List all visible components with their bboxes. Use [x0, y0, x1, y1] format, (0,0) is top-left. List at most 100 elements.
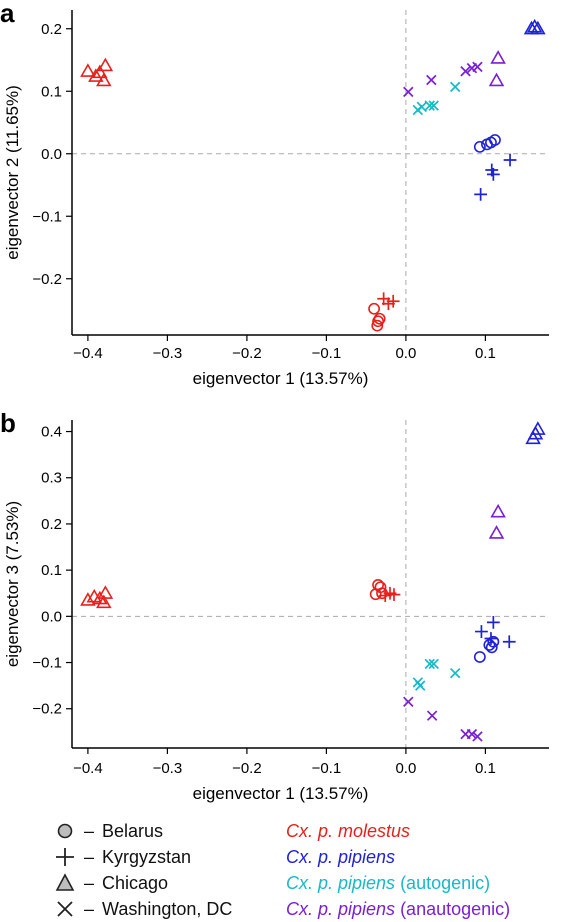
legend: – Belarus – Kyrgyzstan – Chicago – Washi…	[0, 815, 561, 922]
data-point-plus	[484, 632, 498, 645]
legend-dash: –	[84, 898, 95, 919]
legend-species-autogenic: Cx. p. pipiens (autogenic)	[286, 870, 490, 896]
y-tick-label: 0.1	[41, 83, 62, 100]
triangle-marker-icon	[48, 870, 82, 896]
y-tick-label: −0.1	[32, 655, 62, 672]
series-cx-p-pipiens	[473, 421, 546, 663]
x-tick-label: 0.0	[395, 345, 416, 362]
series-cx-p-pipiens-autogenic-	[412, 658, 461, 691]
figure: a −0.4 −0.3 −0.2 −0.1 0.0 0.1 −0.2 −0.1 0.0 0.1 0.2…	[0, 0, 549, 803]
y-tick-label: 0.1	[41, 562, 62, 579]
y-tick-label: 0.2	[41, 516, 62, 533]
data-point-plus	[486, 615, 500, 629]
x-tick-label: −0.1	[312, 760, 342, 777]
legend-species-suffix: (anautogenic)	[395, 898, 511, 919]
legend-species-molestus: Cx. p. molestus	[286, 818, 410, 844]
legend-location-chicago: – Chicago	[48, 870, 168, 896]
data-point-circle	[373, 312, 386, 325]
legend-species-name: Cx. p. pipiens	[286, 846, 396, 867]
legend-dash: –	[84, 846, 95, 867]
data-point-x	[428, 100, 439, 111]
data-point-circle	[473, 651, 486, 663]
circle-marker-icon	[48, 818, 82, 844]
data-point-triangle	[80, 592, 96, 606]
y-axis-label: eigenvector 3 (7.53%)	[3, 501, 22, 667]
data-point-x	[449, 667, 461, 679]
data-point-circle	[489, 134, 501, 146]
series-cx-p-molestus	[80, 579, 401, 609]
x-tick-label: −0.2	[232, 760, 262, 777]
data-point-x	[460, 66, 471, 77]
x-tick-label: −0.1	[312, 345, 342, 362]
chart-panel-a: a −0.4 −0.3 −0.2 −0.1 0.0 0.1 −0.2 −0.1 0.0 0.1 0.2…	[0, 0, 549, 388]
data-point-plus	[474, 187, 488, 201]
y-tick-label: 0.3	[41, 470, 62, 487]
y-tick-label: 0.0	[41, 146, 62, 163]
data-point-plus	[486, 167, 500, 181]
x-tick-label: −0.4	[73, 345, 103, 362]
data-point-x	[426, 74, 437, 86]
legend-species-name: Cx. p. molestus	[286, 820, 411, 841]
data-point-triangle	[530, 20, 546, 35]
data-point-plus	[502, 635, 516, 649]
data-point-triangle	[92, 64, 108, 79]
chart-panel-b: b −0.4 −0.3 −0.2 −0.1 0.0 0.1 −0.2 −0.1 0.0 0.1 0.2…	[0, 408, 549, 803]
data-point-circle	[374, 581, 387, 594]
legend-location-washington: – Washington, DC	[48, 896, 232, 922]
data-point-x	[428, 658, 439, 670]
legend-location-belarus: – Belarus	[48, 818, 163, 844]
data-point-triangle	[80, 63, 96, 77]
data-point-x	[424, 100, 435, 111]
panel-label: b	[0, 408, 16, 438]
x-marker-icon	[48, 896, 82, 922]
data-point-x	[415, 680, 426, 691]
data-point-x	[403, 86, 414, 98]
data-point-x	[466, 728, 478, 740]
data-point-plus	[503, 153, 517, 167]
x-tick-label: 0.0	[395, 760, 416, 777]
data-point-triangle	[490, 50, 506, 64]
data-point-triangle	[88, 68, 104, 82]
data-point-triangle	[526, 18, 543, 33]
data-point-x	[426, 710, 438, 721]
legend-species-name: Cx. p. pipiens	[286, 872, 396, 893]
data-point-x	[472, 61, 483, 73]
legend-location-label: Chicago	[102, 872, 169, 893]
legend-dash: –	[84, 820, 95, 841]
data-point-triangle	[97, 585, 114, 599]
x-tick-label: 0.1	[475, 345, 496, 362]
y-tick-label: 0.2	[41, 21, 62, 38]
data-point-plus	[387, 588, 401, 602]
y-tick-label: −0.2	[32, 701, 62, 718]
y-tick-label: 0.4	[41, 424, 62, 441]
data-point-triangle	[96, 72, 112, 87]
legend-species-anautogenic: Cx. p. pipiens (anautogenic)	[286, 896, 510, 922]
series-cx-p-pipiens-autogenic-	[412, 81, 461, 116]
legend-location-label: Washington, DC	[102, 898, 233, 919]
legend-location-label: Kyrgyzstan	[102, 846, 192, 867]
data-point-circle	[487, 635, 500, 648]
panel-label: a	[0, 0, 15, 28]
data-point-x	[424, 658, 435, 670]
data-point-triangle	[490, 503, 506, 518]
data-point-triangle	[97, 57, 114, 72]
y-tick-label: 0.0	[41, 608, 62, 625]
data-point-x	[472, 731, 483, 742]
x-tick-label: 0.1	[475, 760, 496, 777]
y-axis-label: eigenvector 2 (11.65%)	[3, 85, 22, 260]
data-point-plus	[386, 294, 400, 308]
data-point-plus	[475, 625, 488, 638]
x-tick-label: −0.3	[153, 760, 183, 777]
series-cx-p-pipiens	[473, 18, 546, 201]
legend-species-suffix: (autogenic)	[395, 872, 491, 893]
legend-location-label: Belarus	[102, 820, 164, 841]
data-point-triangle	[96, 594, 112, 609]
series-cx-p-molestus	[80, 57, 400, 332]
series-cx-p-pipiens-anautogenic-	[403, 503, 506, 742]
data-point-triangle	[530, 421, 546, 435]
legend-dash: –	[84, 872, 95, 893]
data-point-circle	[368, 302, 381, 315]
x-axis-label: eigenvector 1 (13.57%)	[193, 369, 369, 388]
x-axis-label: eigenvector 1 (13.57%)	[193, 784, 369, 803]
y-tick-label: −0.1	[32, 208, 62, 225]
